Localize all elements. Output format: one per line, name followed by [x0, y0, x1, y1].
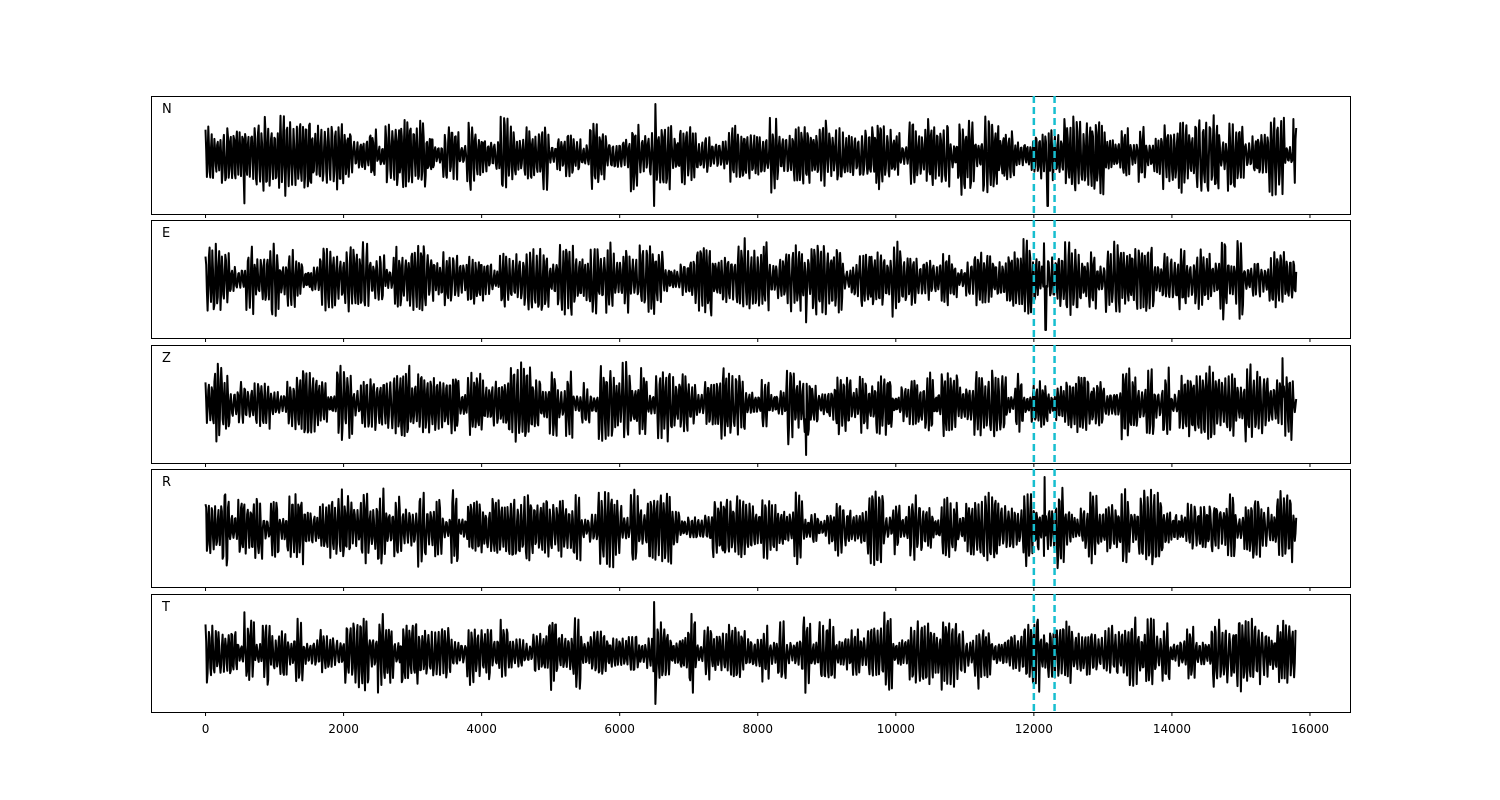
x-tick-label: 4000 [466, 722, 497, 736]
x-tick-label: 8000 [742, 722, 773, 736]
panel-label: E [162, 226, 170, 241]
x-tick-label: 0 [202, 722, 210, 736]
panel-frame [151, 345, 1351, 464]
trace-t [204, 601, 1297, 705]
panel-label: R [162, 475, 171, 490]
trace-e [204, 237, 1298, 331]
panel-t: T [151, 594, 1351, 716]
x-tick-label: 14000 [1153, 722, 1191, 736]
x-tick-label: 2000 [328, 722, 359, 736]
panel-frame [151, 469, 1351, 588]
panel-frame [151, 220, 1351, 339]
panel-frame [151, 594, 1351, 713]
x-tick-label: 12000 [1015, 722, 1053, 736]
x-tick-label: 10000 [877, 722, 915, 736]
panel-z: Z [151, 345, 1351, 467]
trace-z [204, 357, 1298, 456]
panel-e: E [151, 220, 1351, 342]
panel-label: N [162, 102, 172, 117]
panel-label: T [161, 600, 170, 615]
panel-n: N [151, 96, 1351, 218]
panel-frame [151, 96, 1351, 215]
panel-label: Z [162, 351, 171, 366]
trace-n [204, 103, 1298, 207]
x-axis: 0 2000 4000 6000 8000 10000 12000 14000 16000 [202, 722, 1329, 736]
x-tick-label: 6000 [604, 722, 635, 736]
trace-r [204, 476, 1298, 570]
x-tick-label: 16000 [1291, 722, 1329, 736]
panel-r: R [151, 469, 1351, 591]
